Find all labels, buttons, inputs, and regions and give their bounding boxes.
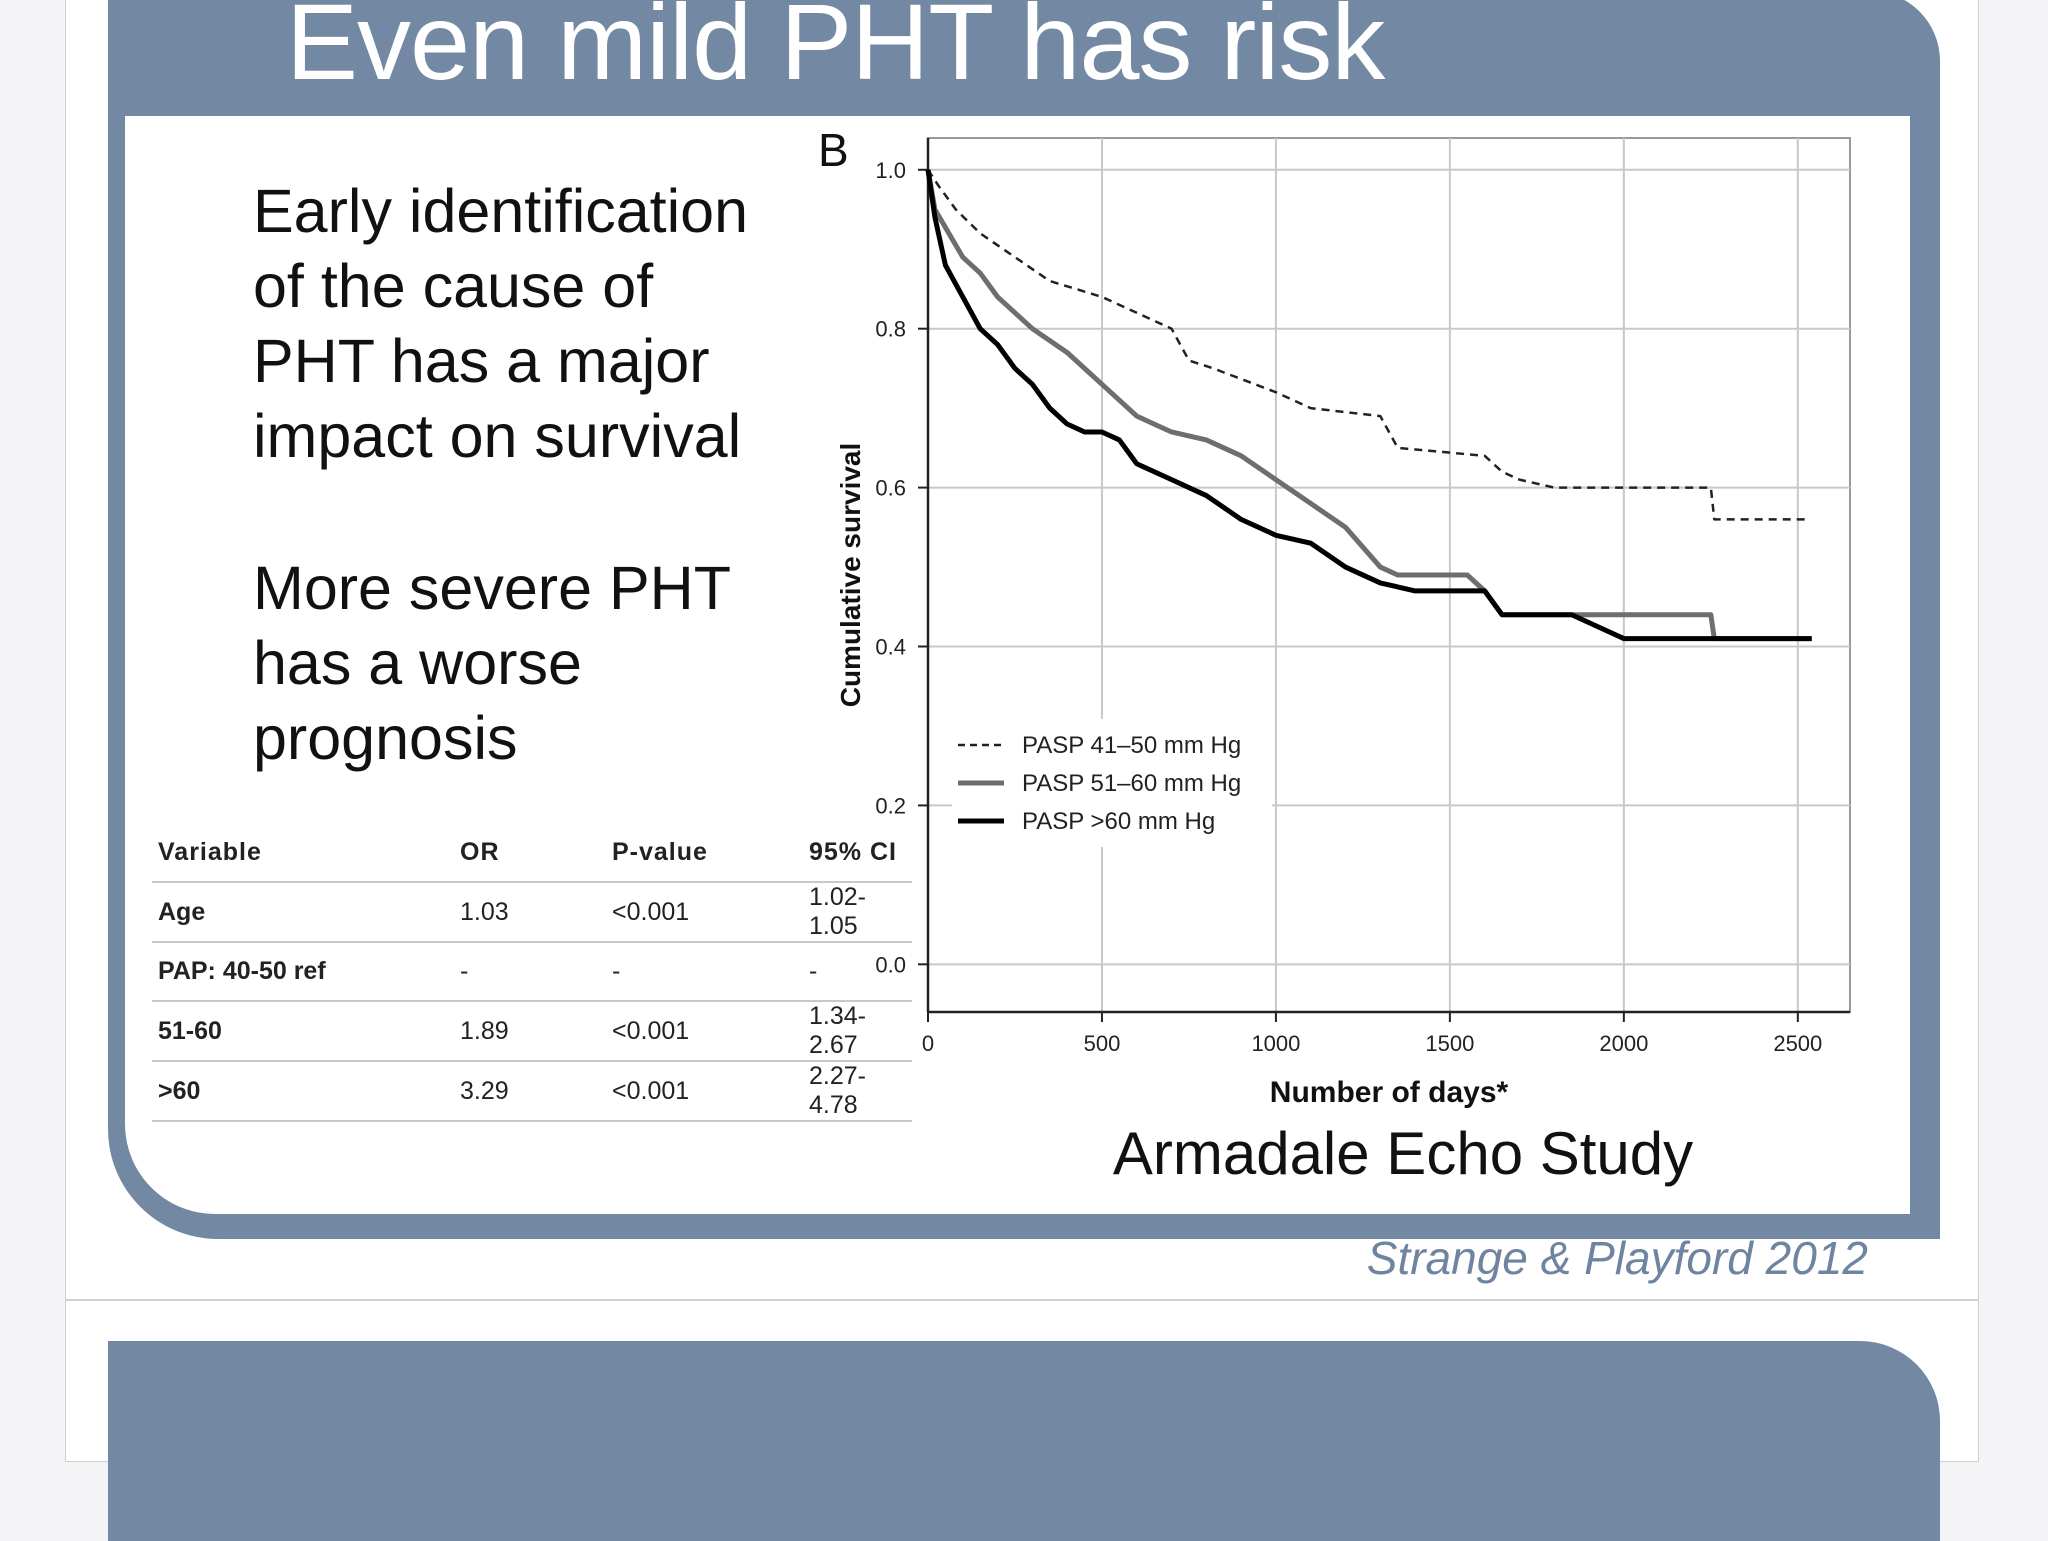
series-line-1	[926, 169, 1805, 521]
y-tick-label: 0.0	[875, 952, 906, 977]
table-cell: 1.34-2.67	[803, 1001, 912, 1062]
bullet-1-line: of the cause of	[253, 252, 654, 320]
x-tick-label: 2000	[1599, 1031, 1648, 1056]
odds-ratio-table: Variable OR P-value 95% CI Age 1.03 <0.0…	[152, 824, 912, 1124]
y-tick-label: 0.6	[875, 476, 906, 501]
table-row: PAP: 40-50 ref - - -	[152, 942, 912, 1002]
y-tick-label: 1.0	[875, 158, 906, 183]
table-row: >60 3.29 <0.001 2.27-4.78	[152, 1061, 912, 1122]
x-tick-label: 1500	[1425, 1031, 1474, 1056]
citation: Strange & Playford 2012	[1366, 1232, 1868, 1284]
legend-label: PASP >60 mm Hg	[1022, 808, 1215, 835]
bullet-2-line: More severe PHT	[253, 554, 731, 622]
table-row: Age 1.03 <0.001 1.02-1.05	[152, 882, 912, 943]
bullet-2: More severe PHT has a worse prognosis	[253, 551, 813, 776]
bullet-1-line: PHT has a major	[253, 327, 710, 395]
column-header: OR	[454, 824, 606, 883]
legend-label: PASP 51–60 mm Hg	[1022, 770, 1241, 797]
table-cell: 1.89	[454, 1001, 606, 1062]
bullet-2-line: has a worse	[253, 629, 582, 697]
table-cell: -	[803, 942, 912, 1002]
y-axis-label: Cumulative survival	[835, 443, 866, 708]
plot-area	[927, 137, 1851, 1013]
table-row: 51-60 1.89 <0.001 1.34-2.67	[152, 1001, 912, 1062]
table-cell: >60	[152, 1061, 454, 1122]
x-axis-label: Number of days*	[1270, 1076, 1509, 1109]
next-slide-frame	[108, 1341, 1940, 1541]
x-tick-label: 0	[922, 1031, 934, 1056]
table-header-row: Variable OR P-value 95% CI	[152, 824, 912, 883]
panel-label: B	[818, 124, 849, 176]
column-header: Variable	[152, 824, 454, 883]
y-tick-label: 0.2	[875, 793, 906, 818]
table-cell: Age	[152, 882, 454, 943]
slide-title: Even mild PHT has risk	[286, 0, 1385, 102]
survival-chart: 0 500 1000 1500 2000 2500 0.0 0.2 0.4 0.6 0.8 1.0 Nu…	[818, 124, 1851, 1187]
table-cell: 2.27-4.78	[803, 1061, 912, 1122]
table-cell: -	[606, 942, 803, 1002]
bullet-1: Early identification of the cause of PHT…	[253, 174, 813, 474]
y-tick-label: 0.4	[875, 635, 906, 660]
legend-background	[952, 719, 1272, 847]
table-cell: -	[454, 942, 606, 1002]
table-cell: 1.03	[454, 882, 606, 943]
column-header: P-value	[606, 824, 803, 883]
study-caption: Armadale Echo Study	[1113, 1120, 1693, 1187]
table-cell: <0.001	[606, 1061, 803, 1122]
table-cell: 1.02-1.05	[803, 882, 912, 943]
column-header: 95% CI	[803, 824, 912, 883]
x-tick-label: 2500	[1773, 1031, 1822, 1056]
table-cell: <0.001	[606, 882, 803, 943]
table-cell: <0.001	[606, 1001, 803, 1062]
table-cell: 51-60	[152, 1001, 454, 1062]
bullet-2-line: prognosis	[253, 704, 518, 772]
bullet-1-line: impact on survival	[253, 402, 742, 470]
x-tick-label: 1000	[1251, 1031, 1300, 1056]
legend-label: PASP 41–50 mm Hg	[1022, 732, 1241, 759]
y-tick-label: 0.8	[875, 317, 906, 342]
table-cell: 3.29	[454, 1061, 606, 1122]
x-tick-label: 500	[1084, 1031, 1121, 1056]
series-line-3	[925, 169, 1812, 642]
bullet-1-line: Early identification	[253, 177, 749, 245]
table-cell: PAP: 40-50 ref	[152, 942, 454, 1002]
slide-next	[65, 1300, 1979, 1541]
